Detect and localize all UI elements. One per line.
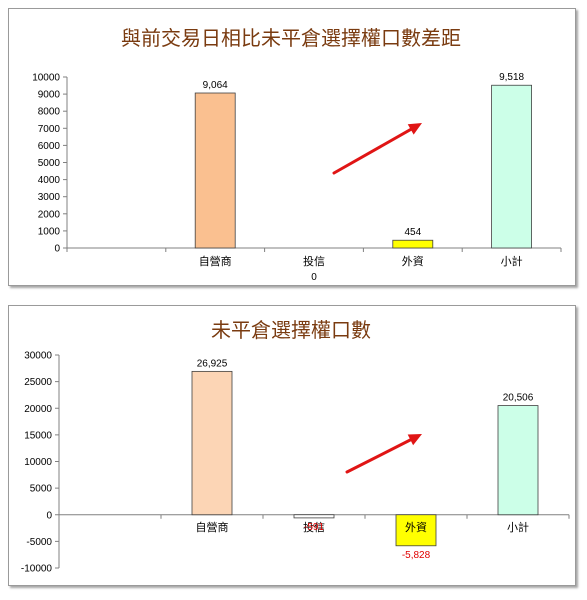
bar-4: [497, 405, 539, 516]
bar-chart-open-interest: 未平倉選擇權口數 -10000 -5000 0 5000 10000 15000 20000…: [21, 318, 570, 575]
category-label: 外資: [402, 255, 424, 268]
data-label: 26,925: [197, 358, 228, 369]
data-label: -5,828: [402, 550, 431, 561]
y-tick-label: 5000: [38, 158, 61, 169]
category-label: 外資: [405, 521, 427, 534]
data-label: 0: [311, 272, 317, 283]
arrow-head-icon: [407, 434, 422, 446]
category-label: 小計: [507, 520, 529, 534]
y-tick-label: 4000: [38, 175, 61, 186]
chart-panel-diff: 與前交易日相比未平倉選擇權口數差距 0 1000 2000 3000 4000 5000 6…: [8, 8, 576, 286]
category-label: 投信: [303, 254, 325, 268]
bar-3: [392, 239, 434, 249]
bar-1: [191, 370, 233, 516]
y-tick-label: 2000: [38, 209, 61, 220]
bar-2: [293, 514, 335, 519]
y-tick-label: 10000: [32, 73, 60, 84]
bar-1: [194, 92, 236, 249]
arrow-head-icon: [407, 123, 422, 135]
red-arrow-icon: [345, 438, 412, 474]
y-tick-label: 5000: [30, 484, 53, 495]
y-tick-label: 25000: [24, 377, 52, 388]
y-tick-label: 8000: [38, 107, 61, 118]
chart-title: 與前交易日相比未平倉選擇權口數差距: [121, 26, 461, 50]
category-label: 自營商: [199, 254, 232, 268]
chart-title: 未平倉選擇權口數: [211, 318, 371, 342]
category-label: 自營商: [196, 520, 229, 534]
data-label: 9,518: [499, 72, 524, 83]
y-tick-label: 6000: [38, 141, 61, 152]
data-label: 9,064: [203, 80, 228, 91]
category-label: 投信: [303, 520, 325, 534]
bar-4: [491, 84, 533, 249]
bar-3: [395, 514, 437, 547]
y-tick-label: 15000: [24, 430, 52, 441]
y-tick-label: 20000: [24, 404, 52, 415]
data-label: 454: [404, 227, 421, 238]
y-tick-label: 3000: [38, 192, 61, 203]
y-tick-label: 0: [54, 244, 60, 255]
y-tick-label: 10000: [24, 457, 52, 468]
data-label: 20,506: [503, 393, 534, 404]
y-tick-label: 0: [46, 510, 52, 521]
data-label: -591: [304, 522, 324, 533]
red-arrow-icon: [332, 127, 413, 175]
y-tick-label: -10000: [21, 564, 53, 575]
y-tick-label: 30000: [24, 351, 52, 362]
bar-chart-diff: 與前交易日相比未平倉選擇權口數差距 0 1000 2000 3000 4000 5000 6…: [32, 26, 562, 283]
y-tick-label: 7000: [38, 124, 61, 135]
y-tick-label: -5000: [26, 537, 52, 548]
y-tick-label: 1000: [38, 226, 61, 237]
chart-panel-open-interest: 未平倉選擇權口數 -10000 -5000 0 5000 10000 15000 20000…: [8, 305, 576, 586]
y-tick-label: 9000: [38, 90, 61, 101]
category-label: 小計: [501, 254, 523, 268]
